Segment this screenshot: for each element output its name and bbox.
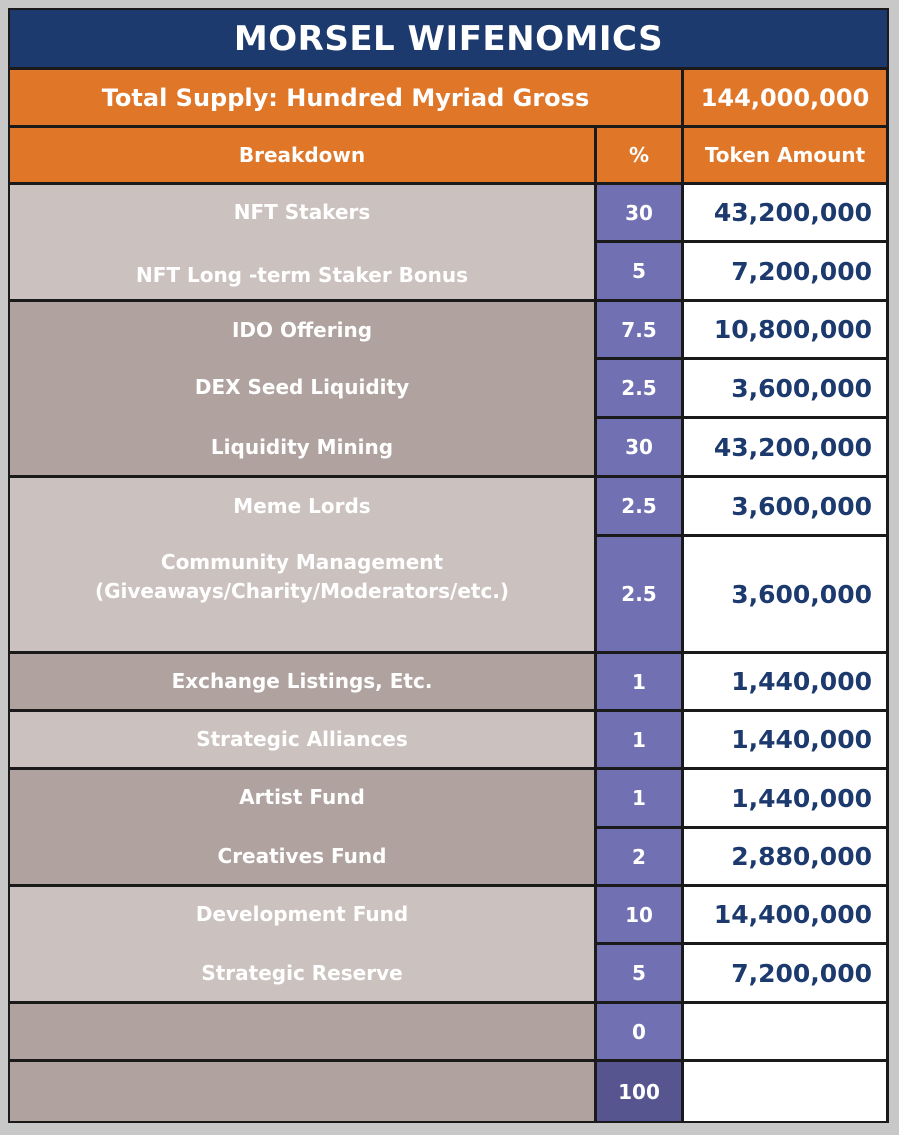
table-title: MORSEL WIFENOMICS <box>10 10 887 67</box>
percent-liquidity-mining: 30 <box>597 419 681 475</box>
percent-header: % <box>597 128 681 182</box>
percent-nft-stakers: 30 <box>597 185 681 240</box>
row-label-strategic-alliances: Strategic Alliances <box>196 727 408 751</box>
amount-liquidity-mining: 43,200,000 <box>684 419 886 475</box>
percent-total: 100 <box>597 1062 681 1121</box>
token-amount-header: Token Amount <box>684 128 886 182</box>
percent-creatives-fund: 2 <box>597 829 681 884</box>
amount-development-fund: 14,400,000 <box>684 887 886 942</box>
row-label-dex-seed-liquidity: DEX Seed Liquidity <box>194 375 410 399</box>
breakdown-header: Breakdown <box>10 128 594 182</box>
tokenomics-table: MORSEL WIFENOMICS Total Supply: Hundred … <box>8 8 889 1123</box>
row-label-nft-long-term-bonus: NFT Long -term Staker Bonus <box>135 263 469 287</box>
amount-nft-long-term-bonus: 7,200,000 <box>684 243 886 299</box>
total-supply-value: 144,000,000 <box>684 70 886 125</box>
percent-artist-fund: 1 <box>597 770 681 826</box>
percent-ido-offering: 7.5 <box>597 302 681 357</box>
row-label-exchange-listings: Exchange Listings, Etc. <box>171 669 433 693</box>
row-label-liquidity-mining: Liquidity Mining <box>210 435 394 459</box>
group-alliances: Strategic Alliances <box>10 712 594 767</box>
amount-artist-fund: 1,440,000 <box>684 770 886 826</box>
group-liquidity: IDO Offering DEX Seed Liquidity Liquidit… <box>10 302 594 475</box>
amount-meme-lords: 3,600,000 <box>684 478 886 534</box>
percent-development-fund: 10 <box>597 887 681 942</box>
group-blank <box>10 1004 594 1059</box>
percent-blank: 0 <box>597 1004 681 1059</box>
amount-nft-stakers: 43,200,000 <box>684 185 886 240</box>
row-label-community-management: Community Management (Giveaways/Charity/… <box>94 550 510 603</box>
group-exchange: Exchange Listings, Etc. <box>10 654 594 709</box>
percent-strategic-alliances: 1 <box>597 712 681 767</box>
row-label-meme-lords: Meme Lords <box>233 494 371 518</box>
percent-nft-long-term-bonus: 5 <box>597 243 681 299</box>
row-label-ido-offering: IDO Offering <box>231 318 373 342</box>
amount-ido-offering: 10,800,000 <box>684 302 886 357</box>
row-label-development-fund: Development Fund <box>195 902 409 926</box>
row-label-artist-fund: Artist Fund <box>239 785 365 809</box>
row-label-strategic-reserve: Strategic Reserve <box>201 961 403 985</box>
percent-meme-lords: 2.5 <box>597 478 681 534</box>
amount-creatives-fund: 2,880,000 <box>684 829 886 884</box>
group-community: Meme Lords Community Management (Giveawa… <box>10 478 594 651</box>
amount-total <box>684 1062 886 1121</box>
amount-community-management: 3,600,000 <box>684 537 886 651</box>
amount-strategic-alliances: 1,440,000 <box>684 712 886 767</box>
percent-community-management: 2.5 <box>597 537 681 651</box>
group-funds: Artist Fund Creatives Fund <box>10 770 594 884</box>
row-label-nft-stakers: NFT Stakers <box>233 200 371 224</box>
percent-dex-seed-liquidity: 2.5 <box>597 360 681 416</box>
amount-exchange-listings: 1,440,000 <box>684 654 886 709</box>
amount-blank <box>684 1004 886 1059</box>
amount-dex-seed-liquidity: 3,600,000 <box>684 360 886 416</box>
amount-strategic-reserve: 7,200,000 <box>684 945 886 1001</box>
row-label-creatives-fund: Creatives Fund <box>217 844 387 868</box>
group-nft: NFT Stakers NFT Long -term Staker Bonus <box>10 185 594 299</box>
group-total <box>10 1062 594 1121</box>
percent-strategic-reserve: 5 <box>597 945 681 1001</box>
percent-exchange-listings: 1 <box>597 654 681 709</box>
total-supply-label: Total Supply: Hundred Myriad Gross <box>10 70 681 125</box>
group-development: Development Fund Strategic Reserve <box>10 887 594 1001</box>
